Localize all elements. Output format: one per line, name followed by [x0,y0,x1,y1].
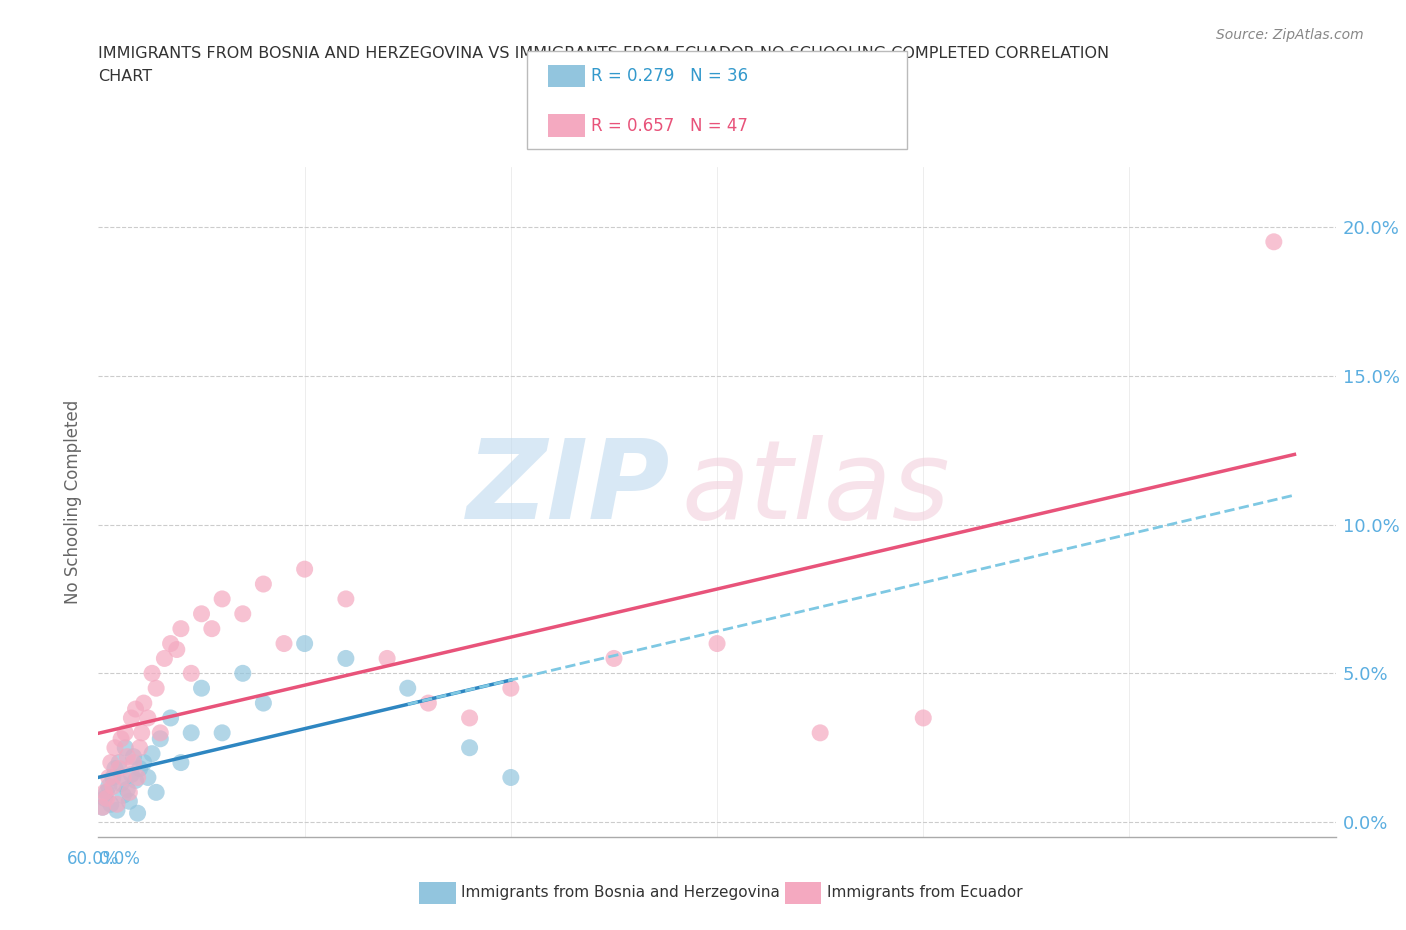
Point [112,788,135,803]
Point [149,725,172,740]
Point [97,770,120,785]
Point [112,770,135,785]
Point [201,621,224,636]
Point [100,797,122,812]
Point [149,731,172,746]
Point [100,755,122,770]
Point [96,790,118,805]
Point [190,606,212,621]
Point [499,681,522,696]
Point [145,785,167,800]
Text: R = 0.657   N = 47: R = 0.657 N = 47 [591,116,748,135]
Point [127,805,149,820]
Point [96,785,118,800]
Point [104,740,127,755]
Point [252,696,274,711]
Point [180,725,202,740]
Point [118,785,141,800]
Point [170,755,193,770]
Point [166,642,188,657]
Point [97,779,120,794]
Point [232,606,254,621]
Point [132,696,155,711]
Point [141,666,163,681]
Point [101,770,124,785]
Point [706,636,728,651]
Point [294,636,316,651]
Point [128,740,150,755]
Point [105,797,128,812]
Point [170,621,193,636]
Point [1263,234,1285,249]
Text: 0.0%: 0.0% [98,850,141,869]
Point [294,562,316,577]
Point [136,770,159,785]
Point [252,577,274,591]
Point [114,740,136,755]
Point [145,681,167,696]
Point [335,651,357,666]
Point [273,636,295,651]
Point [117,782,139,797]
Point [91,800,114,815]
Point [124,701,146,716]
Text: atlas: atlas [682,435,950,542]
Point [232,666,254,681]
Point [120,767,142,782]
Text: Immigrants from Ecuador: Immigrants from Ecuador [827,885,1022,900]
Point [122,755,145,770]
Text: R = 0.279   N = 36: R = 0.279 N = 36 [591,67,748,86]
Point [117,750,139,764]
Point [93,790,115,805]
Point [122,750,145,764]
Point [104,761,127,776]
Point [105,803,128,817]
Point [127,770,149,785]
Point [128,761,150,776]
Point [153,651,176,666]
Point [110,776,132,790]
Point [108,755,131,770]
Point [912,711,935,725]
Point [499,770,522,785]
Point [131,725,153,740]
Point [159,711,181,725]
Point [396,681,419,696]
Point [180,666,202,681]
Point [136,711,159,725]
Point [120,711,142,725]
Point [458,711,481,725]
Text: IMMIGRANTS FROM BOSNIA AND HERZEGOVINA VS IMMIGRANTS FROM ECUADOR NO SCHOOLING C: IMMIGRANTS FROM BOSNIA AND HERZEGOVINA V… [98,46,1109,84]
Point [211,725,233,740]
Point [159,636,181,651]
Point [108,761,131,776]
Point [132,755,155,770]
Text: 60.0%: 60.0% [66,850,120,869]
Point [124,773,146,788]
Y-axis label: No Schooling Completed: No Schooling Completed [65,400,83,604]
Point [114,725,136,740]
Point [335,591,357,606]
Point [91,800,114,815]
Point [808,725,831,740]
Point [458,740,481,755]
Point [118,794,141,809]
Text: Source: ZipAtlas.com: Source: ZipAtlas.com [1216,28,1364,42]
Point [211,591,233,606]
Point [375,651,398,666]
Point [141,746,163,761]
Point [603,651,626,666]
Text: Immigrants from Bosnia and Herzegovina: Immigrants from Bosnia and Herzegovina [461,885,780,900]
Point [190,681,212,696]
Point [418,696,440,711]
Point [101,779,124,794]
Point [110,731,132,746]
Text: ZIP: ZIP [467,435,671,542]
Point [93,785,115,800]
